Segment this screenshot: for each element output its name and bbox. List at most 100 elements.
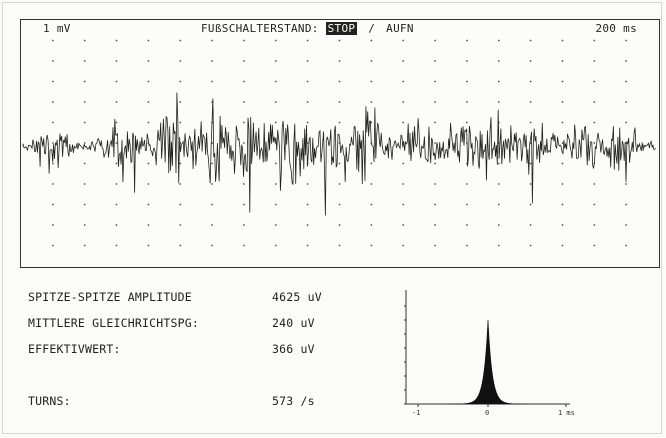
- grid-dot: [147, 244, 150, 247]
- grid-dot: [147, 183, 150, 185]
- grid-dot: [115, 39, 118, 42]
- grid-dot: [211, 39, 214, 42]
- grid-dot: [338, 224, 341, 226]
- grid-dot: [402, 60, 405, 62]
- grid-dot: [402, 224, 405, 226]
- grid-dot: [434, 60, 436, 62]
- grid-dot: [147, 101, 150, 103]
- grid-dot: [370, 162, 373, 165]
- emg-trace-plot: [22, 39, 656, 247]
- grid-dot: [52, 80, 54, 83]
- grid-dot: [561, 203, 564, 206]
- grid-dot: [593, 80, 596, 83]
- grid-dot: [83, 224, 86, 226]
- grid-dot: [179, 60, 182, 62]
- grid-dot: [593, 203, 596, 206]
- grid-dot: [529, 60, 532, 62]
- grid-dot: [274, 224, 277, 226]
- grid-dot: [243, 60, 245, 62]
- grid-dot: [52, 183, 54, 185]
- grid-dot: [52, 162, 54, 165]
- grid-dot: [561, 183, 564, 185]
- grid-dot: [274, 60, 277, 62]
- grid-dot: [243, 80, 245, 83]
- grid-dot: [593, 224, 596, 226]
- histogram-y-ticks: [404, 305, 406, 405]
- grid-dot: [529, 80, 532, 83]
- grid-dot: [83, 101, 86, 103]
- grid-dot: [306, 80, 309, 83]
- grid-dot: [529, 244, 532, 247]
- grid-dot: [115, 183, 118, 185]
- grid-dot: [83, 183, 86, 185]
- foot-switch-record[interactable]: AUFN: [386, 22, 414, 35]
- peak-to-peak-row: SPITZE-SPITZE AMPLITUDE 4625 uV: [28, 290, 322, 304]
- grid-dot: [211, 183, 214, 185]
- grid-dot: [593, 244, 596, 247]
- grid-dot: [338, 203, 341, 206]
- rms-row: EFFEKTIVWERT: 366 uV: [28, 342, 315, 356]
- grid-dot: [561, 80, 564, 83]
- grid-dot: [402, 244, 405, 247]
- grid-dot: [147, 224, 150, 226]
- grid-dot: [274, 121, 277, 124]
- grid-dot: [402, 162, 405, 165]
- grid-dot: [306, 244, 309, 247]
- grid-dot: [52, 60, 54, 62]
- amplitude-histogram: -1 0 1 ms: [404, 290, 575, 417]
- grid-dots: [52, 39, 627, 247]
- grid-dot: [115, 121, 118, 124]
- histogram-peak: [448, 319, 528, 405]
- grid-dot: [243, 244, 245, 247]
- mean-rectified-value: 240 uV: [272, 316, 315, 330]
- grid-dot: [370, 39, 373, 42]
- grid-dot: [434, 121, 436, 124]
- grid-dot: [243, 39, 245, 42]
- grid-dot: [274, 162, 277, 165]
- grid-dot: [593, 39, 596, 42]
- grid-dot: [179, 101, 182, 103]
- grid-dot: [529, 183, 532, 185]
- grid-dot: [274, 80, 277, 83]
- histogram-xtick-label-pos: 1 ms: [558, 409, 575, 417]
- foot-switch-status: FUßSCHALTERSTAND: STOP / AUFN: [201, 21, 414, 37]
- grid-dot: [466, 39, 468, 42]
- rms-value: 366 uV: [272, 342, 315, 356]
- grid-dot: [211, 224, 214, 226]
- grid-dot: [52, 121, 54, 124]
- grid-dot: [529, 224, 532, 226]
- grid-dot: [625, 224, 627, 226]
- scope-header: 1 mV FUßSCHALTERSTAND: STOP / AUFN 200 m…: [21, 20, 659, 36]
- mean-rectified-row: MITTLERE GLEICHRICHTSPG: 240 uV: [28, 316, 315, 330]
- grid-dot: [625, 80, 627, 83]
- grid-dot: [402, 101, 405, 103]
- grid-dot: [625, 244, 627, 247]
- grid-dot: [83, 60, 86, 62]
- grid-dot: [561, 60, 564, 62]
- grid-dot: [52, 244, 54, 247]
- grid-dot: [593, 121, 596, 124]
- turns-row: TURNS: 573 /s: [28, 394, 315, 408]
- foot-switch-label: FUßSCHALTERSTAND:: [201, 22, 319, 35]
- grid-dot: [179, 39, 182, 42]
- grid-dot: [593, 142, 596, 144]
- grid-dot: [306, 101, 309, 103]
- grid-dot: [83, 80, 86, 83]
- grid-dot: [370, 183, 373, 185]
- histogram-xtick-label-neg: -1: [412, 409, 420, 417]
- grid-dot: [306, 203, 309, 206]
- grid-dot: [83, 203, 86, 206]
- grid-dot: [147, 60, 150, 62]
- grid-dot: [402, 39, 405, 42]
- grid-dot: [434, 203, 436, 206]
- emg-signal-trace: [22, 92, 656, 216]
- grid-dot: [625, 183, 627, 185]
- grid-dot: [115, 101, 118, 103]
- grid-dot: [434, 183, 436, 185]
- grid-dot: [115, 162, 118, 165]
- foot-switch-separator: /: [368, 22, 376, 35]
- foot-switch-stop[interactable]: STOP: [325, 22, 358, 35]
- grid-dot: [466, 183, 468, 185]
- grid-dot: [243, 224, 245, 226]
- grid-dot: [434, 224, 436, 226]
